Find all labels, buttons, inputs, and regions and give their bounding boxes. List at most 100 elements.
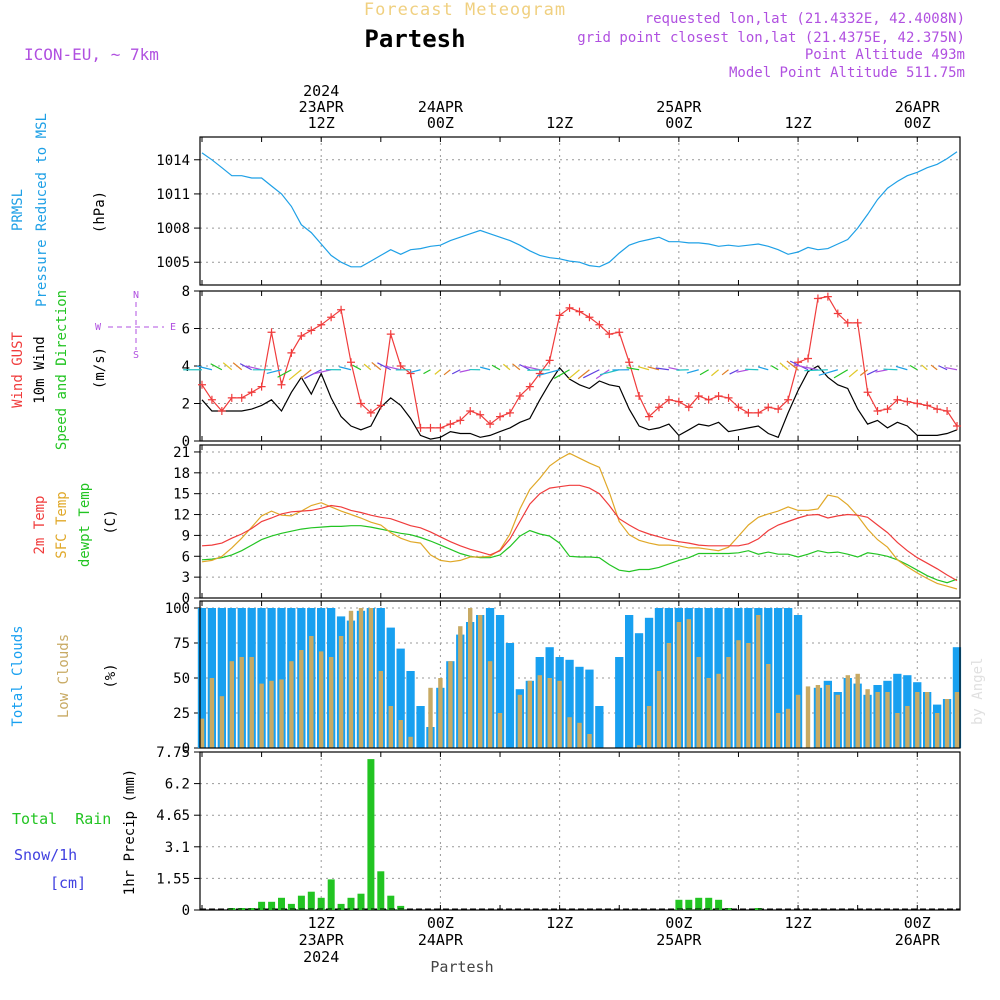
top-time-label: 23APR <box>299 98 345 116</box>
wind-direction-arrow <box>232 362 243 371</box>
wind-direction-arrow <box>371 361 382 371</box>
wind-direction-arrow <box>647 366 660 371</box>
wind-title-2: 10m Wind <box>32 336 48 403</box>
total-cloud-bar <box>495 615 505 748</box>
low-cloud-bar <box>219 696 225 748</box>
total-cloud-bar <box>585 669 594 748</box>
wind-direction-arrow <box>945 366 958 371</box>
wind-gust-marker <box>317 320 326 329</box>
rain-bar <box>317 897 325 910</box>
rain-bar <box>357 893 365 910</box>
wind-direction-arrow <box>736 369 749 373</box>
wind-gust-marker <box>714 392 723 400</box>
low-cloud-bar <box>686 619 691 748</box>
wind-direction-arrow <box>729 369 739 375</box>
low-cloud-bar <box>527 680 532 748</box>
wind-direction-arrow <box>266 369 282 374</box>
wind-gust-marker <box>227 393 236 402</box>
wind-gust-marker <box>804 354 812 363</box>
wind-direction-arrow <box>222 362 233 371</box>
compass-legend: N S W E <box>95 290 176 361</box>
low-cloud-bar <box>666 643 672 748</box>
total-cloud-bar <box>575 666 584 748</box>
wind-panel: Wind GUST 10m Wind Speed and Direction (… <box>10 284 962 450</box>
y-tick-label: 1.55 <box>156 871 190 887</box>
total-cloud-bar <box>644 617 654 748</box>
wind-gust-marker <box>376 401 385 410</box>
t2m-line <box>201 484 958 582</box>
low-cloud-bar <box>487 661 493 748</box>
low-cloud-bar <box>517 694 523 748</box>
rain-bar <box>268 901 276 910</box>
panel-frame <box>199 751 961 911</box>
low-cloud-bar <box>795 694 801 748</box>
low-cloud-bar <box>756 615 761 748</box>
model-altitude: Model Point Altitude 511.75m <box>729 65 965 81</box>
y-tick-label: 0 <box>182 434 190 450</box>
wind-gust-marker <box>674 397 683 406</box>
low-cloud-bar <box>199 718 205 748</box>
wind-gust-marker <box>784 395 793 404</box>
low-cloud-bar <box>299 650 304 748</box>
precip-ylabel: 1hr Precip (mm) <box>122 769 138 895</box>
temp-title-3: dewpt Temp <box>77 483 93 567</box>
top-time-label: 2024 <box>303 82 339 100</box>
bottom-time-label: 26APR <box>895 931 941 949</box>
credit-label: by Angel <box>970 658 986 725</box>
y-tick-label: 4 <box>182 359 190 375</box>
wind-gust-marker <box>903 397 912 406</box>
wind-gust-marker <box>456 416 465 425</box>
low-cloud-bar <box>497 713 503 748</box>
wind-gust-marker <box>684 403 693 412</box>
low-cloud-bar <box>845 675 850 748</box>
low-cloud-bar <box>249 657 254 748</box>
wind-gust-marker <box>724 393 733 402</box>
y-tick-label: 100 <box>165 601 190 617</box>
wind-direction-arrow <box>536 369 560 377</box>
wind-gust-marker <box>486 420 495 429</box>
low-cloud-bar <box>895 713 900 748</box>
wind-gust-marker <box>217 407 226 415</box>
wind-direction-arrow <box>300 369 312 379</box>
top-time-label: 12Z <box>308 114 335 132</box>
low-cloud-bar <box>885 692 890 748</box>
y-tick-label: 75 <box>173 636 190 652</box>
y-tick-label: 0 <box>182 903 190 919</box>
low-cloud-bar <box>776 713 781 748</box>
wind-gust-marker <box>764 403 773 412</box>
wind-direction-arrow <box>423 369 431 375</box>
wind-gust-marker <box>426 423 435 432</box>
y-tick-label: 50 <box>173 671 190 687</box>
low-cloud-bar <box>319 651 324 748</box>
low-cloud-bar <box>269 680 274 748</box>
wind-direction-arrow <box>938 365 948 371</box>
top-time-label: 12Z <box>785 114 812 132</box>
rain-bar <box>297 895 305 910</box>
rain-bar <box>377 871 385 910</box>
wind-gust-marker <box>883 405 892 414</box>
compass-e: E <box>170 322 176 333</box>
low-cloud-bar <box>557 680 562 748</box>
wind-gust-marker <box>416 423 425 432</box>
low-cloud-bar <box>766 664 771 748</box>
y-tick-label: 1014 <box>156 153 190 169</box>
total-cloud-bar <box>257 608 266 748</box>
banner-title: Forecast Meteogram <box>364 0 566 20</box>
low-cloud-bar <box>915 692 920 748</box>
wind-gust-marker <box>197 380 206 389</box>
wind-direction-arrow <box>384 365 401 371</box>
wind-gust-marker <box>327 313 336 322</box>
wind-direction-arrow <box>313 369 332 375</box>
wind-direction-arrow <box>895 365 908 371</box>
wind-direction-arrow <box>804 369 828 372</box>
top-time-label: 24APR <box>418 98 464 116</box>
wind-direction-arrow <box>909 364 918 371</box>
wind-direction-arrow <box>770 365 779 371</box>
low-cloud-bar <box>577 722 582 748</box>
rain-bar <box>347 897 355 910</box>
wind-direction-arrow <box>577 369 590 380</box>
wind-gust-marker <box>476 410 485 419</box>
y-tick-label: 6 <box>182 549 190 565</box>
low-cloud-bar <box>716 673 721 748</box>
wind-direction-arrow <box>921 364 928 371</box>
